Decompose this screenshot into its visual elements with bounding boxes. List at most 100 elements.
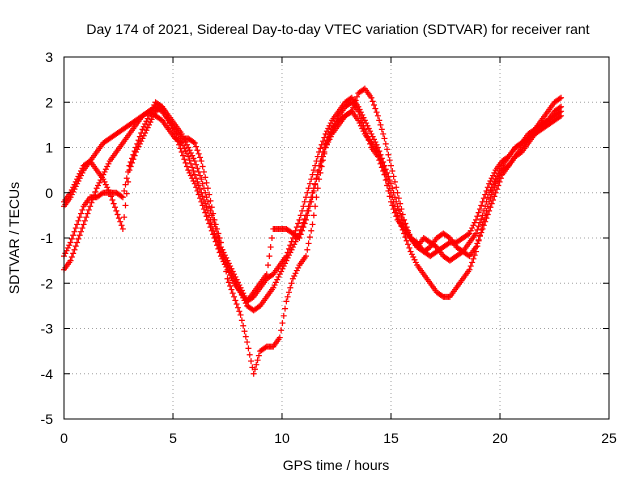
data-point bbox=[187, 160, 194, 167]
data-point bbox=[296, 216, 303, 223]
data-point bbox=[190, 155, 197, 162]
data-point bbox=[425, 244, 432, 251]
data-point bbox=[322, 130, 329, 137]
y-tick-label: 3 bbox=[45, 49, 53, 65]
data-point bbox=[363, 120, 370, 127]
data-point bbox=[88, 199, 95, 206]
data-point bbox=[147, 110, 154, 117]
data-point bbox=[318, 163, 325, 170]
data-point bbox=[317, 169, 324, 176]
data-point bbox=[558, 103, 565, 110]
data-point bbox=[202, 189, 209, 196]
data-point bbox=[486, 180, 493, 187]
data-point bbox=[325, 125, 332, 132]
data-point bbox=[147, 119, 154, 126]
data-point bbox=[237, 284, 244, 291]
data-point bbox=[212, 234, 219, 241]
data-point bbox=[268, 272, 275, 279]
data-point bbox=[292, 238, 299, 245]
data-point bbox=[384, 176, 391, 183]
x-tick-label: 20 bbox=[492, 430, 508, 446]
data-point bbox=[327, 130, 334, 137]
data-point bbox=[293, 224, 300, 231]
data-point bbox=[125, 178, 132, 185]
data-point bbox=[466, 266, 473, 273]
data-point bbox=[480, 195, 487, 202]
data-point bbox=[372, 105, 379, 112]
data-point bbox=[368, 94, 375, 101]
data-point bbox=[365, 125, 372, 132]
data-point bbox=[517, 149, 524, 156]
data-point bbox=[374, 112, 381, 119]
data-point bbox=[486, 207, 493, 214]
data-point bbox=[486, 189, 493, 196]
data-point bbox=[369, 133, 376, 140]
data-point bbox=[233, 276, 240, 283]
data-point bbox=[391, 203, 398, 210]
data-point bbox=[322, 144, 329, 151]
data-point bbox=[301, 220, 308, 227]
data-point bbox=[474, 213, 481, 220]
data-point bbox=[204, 185, 211, 192]
data-point bbox=[474, 240, 481, 247]
data-point bbox=[304, 189, 311, 196]
series-track-4 bbox=[61, 99, 565, 377]
data-point bbox=[490, 196, 497, 203]
data-point bbox=[87, 203, 94, 210]
data-point bbox=[279, 320, 286, 327]
data-point bbox=[138, 130, 145, 137]
data-point bbox=[391, 209, 398, 216]
data-point bbox=[393, 184, 400, 191]
data-point bbox=[161, 109, 168, 116]
data-point bbox=[221, 261, 228, 268]
data-point bbox=[149, 104, 156, 111]
data-point bbox=[276, 334, 283, 341]
data-point bbox=[382, 140, 389, 147]
data-point bbox=[80, 221, 87, 228]
data-point bbox=[478, 202, 485, 209]
data-point bbox=[305, 207, 312, 214]
data-point bbox=[475, 223, 482, 230]
data-point bbox=[329, 126, 336, 133]
data-point bbox=[316, 176, 323, 183]
data-point bbox=[492, 176, 499, 183]
data-point bbox=[186, 147, 193, 154]
y-tick-label: -3 bbox=[41, 321, 54, 337]
data-point bbox=[140, 123, 147, 130]
data-point bbox=[144, 124, 151, 131]
data-point bbox=[274, 276, 281, 283]
data-point bbox=[347, 109, 354, 116]
data-point bbox=[487, 204, 494, 211]
data-point bbox=[496, 178, 503, 185]
data-point bbox=[380, 168, 387, 175]
data-point bbox=[386, 157, 393, 164]
data-point bbox=[68, 187, 75, 194]
data-point bbox=[487, 187, 494, 194]
data-point bbox=[225, 279, 232, 286]
data-point bbox=[157, 102, 164, 109]
data-point bbox=[491, 178, 498, 185]
data-point bbox=[476, 219, 483, 226]
data-point bbox=[295, 234, 302, 241]
x-tick-label: 15 bbox=[383, 430, 399, 446]
data-point bbox=[488, 200, 495, 207]
data-point bbox=[76, 170, 83, 177]
data-point bbox=[78, 210, 85, 217]
data-point bbox=[75, 173, 82, 180]
data-point bbox=[467, 227, 474, 234]
data-point bbox=[305, 240, 312, 247]
data-point bbox=[300, 224, 307, 231]
data-point bbox=[488, 184, 495, 191]
data-point bbox=[491, 169, 498, 176]
data-point bbox=[186, 157, 193, 164]
data-point bbox=[182, 148, 189, 155]
data-point bbox=[263, 271, 270, 278]
data-point bbox=[334, 115, 341, 122]
data-point bbox=[203, 213, 210, 220]
data-point bbox=[293, 267, 300, 274]
data-point bbox=[232, 273, 239, 280]
data-point bbox=[191, 139, 198, 146]
data-point bbox=[296, 235, 303, 241]
data-point bbox=[220, 254, 227, 261]
